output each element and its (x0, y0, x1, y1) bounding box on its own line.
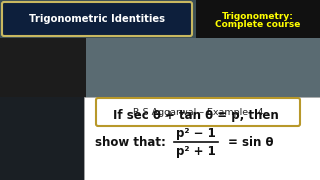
Text: Trigonometric Identities: Trigonometric Identities (29, 14, 165, 24)
Text: R S Aggarwal – Example - 4: R S Aggarwal – Example - 4 (133, 107, 263, 116)
Text: Trigonometry:: Trigonometry: (222, 12, 294, 21)
Text: Complete course: Complete course (215, 19, 301, 28)
FancyBboxPatch shape (2, 2, 192, 36)
Bar (0, 38, 86, 97)
Text: p² − 1: p² − 1 (176, 127, 216, 140)
Bar (0, 97, 86, 180)
Text: p² + 1: p² + 1 (176, 145, 216, 159)
Bar (196, 0, 320, 38)
Text: If sec θ + tan θ = p, then: If sec θ + tan θ = p, then (113, 109, 279, 122)
Text: = sin θ: = sin θ (228, 136, 274, 148)
Bar (84, 97, 320, 180)
FancyBboxPatch shape (96, 98, 300, 126)
Text: show that:: show that: (95, 136, 166, 148)
Bar (0, 0, 320, 38)
